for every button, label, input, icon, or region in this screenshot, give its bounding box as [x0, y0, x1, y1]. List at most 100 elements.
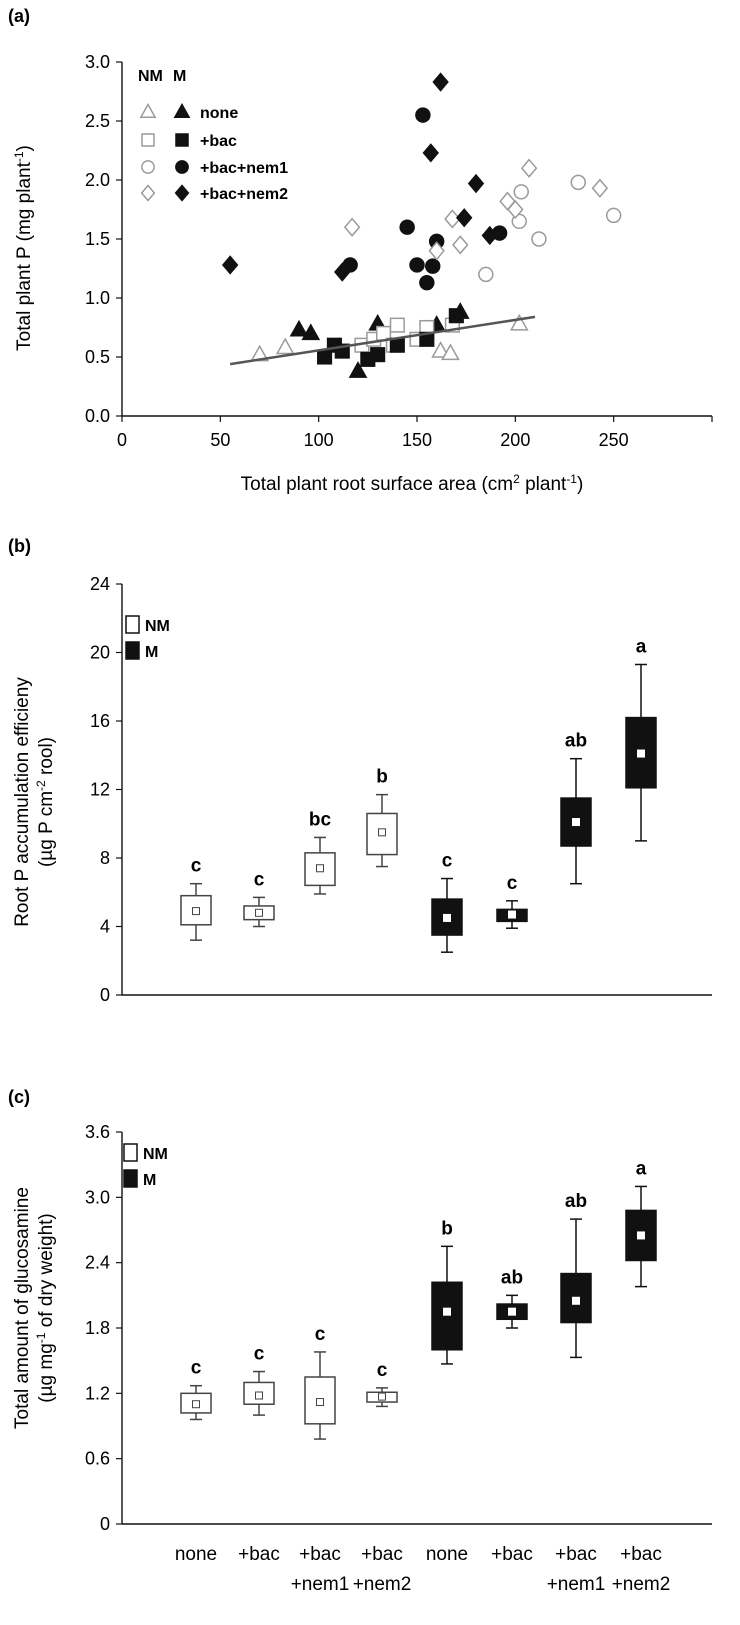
median-marker	[316, 1398, 324, 1407]
data-point-diamond	[481, 225, 498, 246]
panel-b-label: (b)	[8, 536, 31, 556]
data-point-diamond	[432, 72, 449, 92]
category-label-line1: +bac	[299, 1544, 341, 1565]
data-point-diamond	[455, 208, 473, 228]
data-point-circle	[478, 266, 494, 283]
data-point-diamond	[467, 173, 485, 194]
legend-label-none: none	[200, 105, 238, 122]
legend-label-nm: NM	[145, 618, 170, 635]
y-tick-label: 1.2	[85, 1383, 110, 1403]
x-tick-label: 0	[117, 430, 127, 450]
y-tick-label: 0	[100, 985, 110, 1005]
trend-line	[229, 315, 536, 366]
data-point-diamond	[520, 158, 538, 178]
median-marker	[192, 907, 200, 916]
panel-a-legend: NM M none +bac +bac+nem1 +bac+nem2	[138, 68, 288, 203]
x-tick-label: 250	[599, 430, 629, 450]
y-tick-label: 2.0	[85, 170, 110, 190]
significance-letter: bc	[309, 809, 332, 830]
category-label-line2: +nem1	[291, 1574, 350, 1595]
data-point-square	[389, 317, 405, 333]
category-label-line1: +bac	[361, 1544, 403, 1565]
panel-b-y-axis-title-line2: (µg P cm-2 rool)	[34, 737, 57, 867]
x-tick-label: 150	[402, 430, 432, 450]
legend-marker-nm-diamond	[140, 184, 156, 202]
significance-letter: ab	[501, 1267, 523, 1288]
data-point-circle	[399, 219, 415, 235]
category-label-line1: +bac	[620, 1544, 662, 1565]
y-tick-label: 0	[100, 1514, 110, 1534]
median-marker	[192, 1400, 200, 1409]
significance-letter: c	[315, 1324, 326, 1345]
legend-label-nm: NM	[143, 1146, 168, 1163]
category-label-line1: none	[175, 1544, 217, 1565]
legend-label-bac-nem1: +bac+nem1	[200, 160, 288, 177]
category-label-line1: +bac	[491, 1544, 533, 1565]
legend-header-nm: NM	[138, 68, 163, 85]
legend-swatch-m	[125, 641, 140, 660]
y-tick-label: 4	[100, 917, 110, 937]
legend-marker-nm-circle	[141, 160, 155, 174]
data-point-triangle	[431, 341, 450, 358]
data-point-diamond	[444, 209, 461, 229]
panel-a-x-axis-title: Total plant root surface area (cm2 plant…	[241, 472, 584, 495]
y-tick-label: 2.5	[85, 111, 110, 131]
significance-letter: b	[376, 767, 388, 788]
median-marker	[378, 1392, 386, 1401]
data-point-triangle	[289, 319, 309, 337]
significance-letter: a	[636, 1158, 647, 1179]
data-point-diamond	[343, 217, 361, 237]
median-marker	[508, 1307, 516, 1316]
box-nm	[304, 852, 336, 887]
median-marker	[378, 828, 386, 837]
x-tick-label: 50	[210, 430, 230, 450]
legend-label-m: M	[145, 644, 158, 661]
category-label-line1: none	[426, 1544, 468, 1565]
data-point-square	[370, 347, 386, 363]
legend-swatch-nm	[123, 1143, 138, 1162]
panel-a-y-axis-title: Total plant P (mg plant-1)	[12, 145, 35, 351]
data-point-circle	[415, 107, 431, 123]
y-tick-label: 3.6	[85, 1122, 110, 1142]
panel-a-label: (a)	[8, 6, 30, 26]
y-tick-label: 2.4	[85, 1253, 110, 1273]
category-label-line2: +nem2	[353, 1574, 412, 1595]
y-tick-label: 16	[90, 711, 110, 731]
median-marker	[508, 910, 516, 919]
significance-letter: a	[636, 636, 647, 657]
median-marker	[443, 1307, 451, 1316]
panel-c-category-labels: none +bac +bac +bac none +bac +bac +bac+nem1 +ne…	[175, 1544, 670, 1595]
legend-marker-m-circle	[175, 160, 189, 174]
significance-letter: c	[254, 1344, 265, 1365]
data-point-diamond	[452, 235, 469, 255]
category-label-line2: +nem1	[547, 1574, 606, 1595]
data-point-circle	[425, 258, 441, 274]
data-point-square	[389, 337, 405, 353]
data-point-diamond	[507, 199, 524, 220]
significance-letter: c	[254, 869, 265, 890]
data-point-circle	[409, 257, 425, 273]
significance-letter: ab	[565, 731, 587, 752]
y-tick-label: 0.0	[85, 406, 110, 426]
median-marker	[637, 1231, 645, 1240]
significance-letter: b	[441, 1218, 453, 1239]
significance-letter: c	[191, 856, 202, 877]
data-point-circle	[570, 174, 586, 191]
box-m	[431, 1281, 463, 1351]
panel-b-axes: 0 4 8 12 16 20 24	[90, 574, 712, 1005]
data-point-triangle	[301, 323, 321, 341]
data-point-triangle	[348, 361, 368, 378]
panel-c-y-axis-title-line1: Total amount of glucosamine	[12, 1187, 33, 1429]
y-tick-label: 1.8	[85, 1318, 110, 1338]
legend-marker-m-diamond	[174, 184, 190, 202]
y-tick-label: 3.0	[85, 52, 110, 72]
legend-label-m: M	[143, 1172, 156, 1189]
legend-label-bac: +bac	[200, 133, 237, 150]
y-tick-label: 0.5	[85, 347, 110, 367]
x-tick-label: 100	[304, 430, 334, 450]
box-nm	[366, 812, 398, 856]
data-point-diamond	[334, 262, 351, 282]
y-tick-label: 20	[90, 643, 110, 663]
